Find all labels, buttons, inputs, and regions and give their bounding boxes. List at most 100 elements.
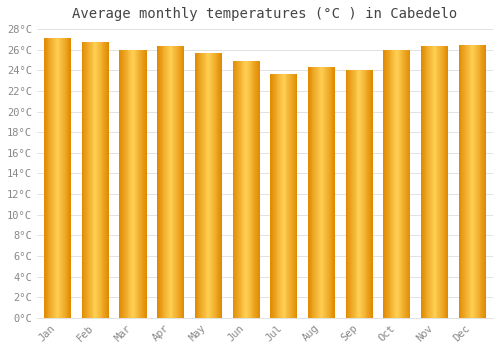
Bar xyxy=(316,67,317,318)
Bar xyxy=(212,53,213,318)
Bar xyxy=(446,46,448,318)
Bar xyxy=(361,70,362,318)
Bar xyxy=(140,50,141,318)
Bar xyxy=(86,42,87,318)
Bar xyxy=(98,42,99,318)
Bar xyxy=(206,53,208,318)
Bar xyxy=(176,46,177,318)
Bar xyxy=(94,42,96,318)
Bar xyxy=(470,44,472,318)
Bar xyxy=(369,70,370,318)
Bar xyxy=(84,42,86,318)
Bar xyxy=(286,75,288,318)
Bar xyxy=(254,61,255,318)
Bar xyxy=(330,67,332,318)
Bar xyxy=(366,70,368,318)
Bar xyxy=(354,70,356,318)
Bar xyxy=(88,42,89,318)
Bar xyxy=(441,46,442,318)
Bar xyxy=(64,38,65,318)
Bar xyxy=(288,75,289,318)
Bar xyxy=(122,50,123,318)
Bar xyxy=(257,61,258,318)
Bar xyxy=(422,46,423,318)
Bar xyxy=(271,75,272,318)
Bar xyxy=(167,46,168,318)
Bar xyxy=(120,50,121,318)
Bar xyxy=(200,53,201,318)
Bar xyxy=(123,50,124,318)
Bar xyxy=(439,46,440,318)
Bar xyxy=(53,38,54,318)
Bar xyxy=(106,42,107,318)
Bar xyxy=(169,46,170,318)
Bar xyxy=(104,42,105,318)
Bar xyxy=(358,70,359,318)
Bar xyxy=(256,61,257,318)
Bar xyxy=(405,50,406,318)
Bar xyxy=(246,61,247,318)
Bar xyxy=(121,50,122,318)
Bar xyxy=(141,50,142,318)
Bar xyxy=(334,67,335,318)
Bar xyxy=(327,67,328,318)
Bar xyxy=(92,42,94,318)
Bar xyxy=(143,50,144,318)
Bar xyxy=(202,53,203,318)
Bar xyxy=(438,46,439,318)
Bar xyxy=(239,61,240,318)
Bar xyxy=(274,75,276,318)
Bar xyxy=(332,67,334,318)
Bar xyxy=(352,70,353,318)
Bar xyxy=(372,70,373,318)
Bar xyxy=(436,46,438,318)
Bar xyxy=(289,75,290,318)
Bar xyxy=(426,46,428,318)
Bar xyxy=(126,50,128,318)
Bar xyxy=(468,44,469,318)
Bar xyxy=(318,67,319,318)
Bar xyxy=(130,50,131,318)
Bar xyxy=(242,61,244,318)
Bar xyxy=(179,46,180,318)
Bar xyxy=(430,46,431,318)
Bar xyxy=(465,44,466,318)
Bar xyxy=(248,61,249,318)
Bar xyxy=(96,42,97,318)
Bar xyxy=(356,70,358,318)
Bar xyxy=(205,53,206,318)
Bar xyxy=(458,44,460,318)
Bar xyxy=(158,46,159,318)
Bar xyxy=(291,75,292,318)
Bar xyxy=(131,50,132,318)
Bar xyxy=(484,44,485,318)
Bar xyxy=(221,53,222,318)
Bar xyxy=(478,44,480,318)
Bar xyxy=(325,67,326,318)
Bar xyxy=(51,38,52,318)
Bar xyxy=(363,70,364,318)
Bar xyxy=(360,70,361,318)
Bar xyxy=(97,42,98,318)
Bar xyxy=(407,50,408,318)
Bar xyxy=(406,50,407,318)
Bar xyxy=(204,53,205,318)
Bar xyxy=(68,38,70,318)
Bar xyxy=(385,50,386,318)
Bar xyxy=(283,75,284,318)
Bar xyxy=(55,38,56,318)
Bar xyxy=(61,38,62,318)
Bar xyxy=(252,61,254,318)
Bar xyxy=(232,61,234,318)
Bar xyxy=(52,38,53,318)
Bar xyxy=(273,75,274,318)
Bar xyxy=(432,46,433,318)
Bar xyxy=(460,44,462,318)
Bar xyxy=(397,50,398,318)
Bar xyxy=(482,44,483,318)
Bar xyxy=(250,61,252,318)
Bar xyxy=(472,44,473,318)
Bar xyxy=(100,42,102,318)
Bar xyxy=(308,67,309,318)
Bar xyxy=(234,61,235,318)
